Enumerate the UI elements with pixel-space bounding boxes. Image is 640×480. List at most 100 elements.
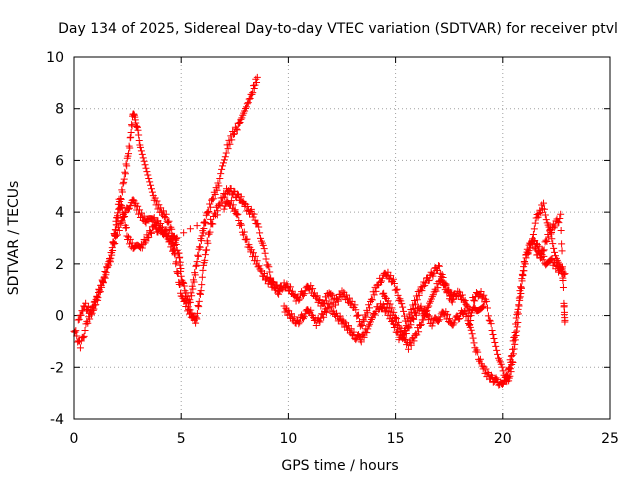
data-point xyxy=(333,296,341,304)
data-point xyxy=(211,190,219,198)
data-point xyxy=(540,205,548,213)
data-point xyxy=(400,307,408,315)
y-tick-label: 6 xyxy=(55,153,64,169)
data-point xyxy=(521,260,529,268)
data-point xyxy=(117,201,125,209)
data-point xyxy=(148,188,156,196)
data-point xyxy=(188,292,196,300)
data-point xyxy=(159,223,167,231)
data-point xyxy=(248,90,256,98)
data-point xyxy=(352,306,360,314)
data-point xyxy=(467,326,475,334)
data-point xyxy=(312,321,320,329)
data-point xyxy=(480,302,488,310)
data-point xyxy=(301,310,309,318)
data-point xyxy=(206,228,214,236)
data-point xyxy=(194,252,202,260)
data-point xyxy=(255,262,263,270)
data-point xyxy=(422,308,430,316)
data-point xyxy=(253,79,261,87)
data-point xyxy=(560,302,568,310)
data-point xyxy=(245,95,253,103)
plot-frame xyxy=(73,56,611,420)
data-point xyxy=(143,168,151,176)
data-point xyxy=(153,197,161,205)
data-point xyxy=(377,278,385,286)
data-point xyxy=(458,291,466,299)
data-point xyxy=(507,368,515,376)
x-tick-label: 20 xyxy=(494,431,512,447)
data-point xyxy=(231,206,239,214)
data-point xyxy=(79,334,87,342)
data-point xyxy=(207,215,215,223)
data-point xyxy=(104,263,112,271)
data-point xyxy=(320,313,328,321)
data-point xyxy=(125,142,133,150)
data-point xyxy=(118,203,126,211)
data-point xyxy=(412,311,420,319)
data-point xyxy=(351,301,359,309)
data-point xyxy=(198,232,206,240)
data-point xyxy=(208,220,216,228)
data-point xyxy=(545,233,553,241)
data-point xyxy=(386,300,394,308)
data-point xyxy=(300,290,308,298)
data-point xyxy=(122,224,130,232)
data-point xyxy=(172,258,180,266)
data-point xyxy=(336,312,344,320)
data-point xyxy=(261,249,269,257)
data-point xyxy=(123,162,131,170)
data-point xyxy=(511,340,519,348)
data-point xyxy=(254,220,262,228)
data-point xyxy=(498,380,506,388)
data-point xyxy=(214,179,222,187)
data-point xyxy=(234,190,242,198)
data-point xyxy=(74,316,82,324)
data-point xyxy=(428,293,436,301)
data-point xyxy=(232,125,240,133)
data-point xyxy=(542,216,550,224)
data-point xyxy=(524,249,532,257)
data-point xyxy=(407,321,415,329)
data-point xyxy=(357,338,365,346)
data-point xyxy=(251,216,259,224)
data-point xyxy=(108,244,116,252)
data-point xyxy=(138,244,146,252)
data-point xyxy=(198,281,206,289)
data-point xyxy=(543,237,551,245)
data-point xyxy=(92,301,100,309)
data-point xyxy=(176,280,184,288)
data-point xyxy=(517,289,525,297)
chart-title: Day 134 of 2025, Sidereal Day-to-day VTE… xyxy=(58,21,618,37)
data-point xyxy=(537,209,545,217)
data-point xyxy=(438,271,446,279)
data-point xyxy=(198,273,206,281)
tick-layer xyxy=(73,56,611,420)
data-point xyxy=(193,309,201,317)
data-point xyxy=(128,239,136,247)
data-point xyxy=(233,126,241,134)
data-point xyxy=(402,329,410,337)
data-point xyxy=(249,249,257,257)
data-point xyxy=(139,154,147,162)
data-point xyxy=(199,229,207,237)
data-point xyxy=(371,311,379,319)
data-point xyxy=(372,287,380,295)
data-point xyxy=(423,307,431,315)
data-point xyxy=(126,235,134,243)
data-point xyxy=(217,170,225,178)
data-point xyxy=(176,253,184,261)
data-point xyxy=(446,315,454,323)
data-point xyxy=(266,276,274,284)
data-point xyxy=(270,279,278,287)
data-point xyxy=(394,318,402,326)
data-point xyxy=(174,270,182,278)
data-point xyxy=(421,311,429,319)
data-point xyxy=(364,309,372,317)
data-point xyxy=(260,245,268,253)
data-point xyxy=(392,313,400,321)
data-point xyxy=(120,213,128,221)
data-point xyxy=(558,247,566,255)
data-point xyxy=(253,257,261,265)
data-point xyxy=(192,319,200,327)
